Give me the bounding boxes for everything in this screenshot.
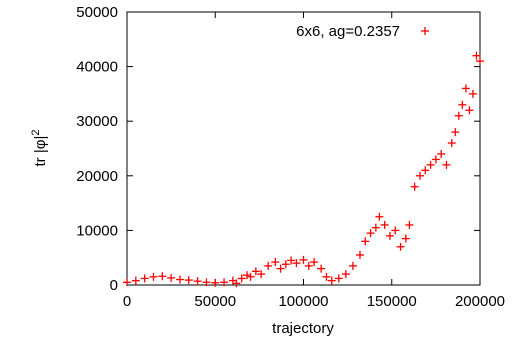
data-point [167, 273, 176, 282]
data-point [322, 272, 331, 281]
data-point [396, 242, 405, 251]
legend-label: 6x6, ag=0.2357 [296, 23, 400, 40]
data-point [232, 279, 241, 288]
data-point [410, 182, 419, 191]
legend-marker-symbol [421, 27, 429, 35]
y-tick-label: 30000 [76, 113, 118, 130]
x-tick-label: 200000 [455, 293, 505, 310]
data-point [271, 258, 280, 267]
data-point [476, 57, 484, 66]
x-axis-label: trajectory [272, 320, 334, 337]
data-point [292, 259, 301, 268]
data-point [468, 89, 477, 98]
data-point [131, 276, 140, 285]
y-axis-label: tr |φ|2 [30, 130, 49, 167]
data-point [257, 270, 266, 279]
x-tick-label: 0 [123, 293, 131, 310]
data-point [140, 274, 149, 283]
data-point [421, 166, 430, 175]
data-point [401, 234, 410, 243]
y-tick-label: 40000 [76, 59, 118, 76]
data-point [380, 220, 389, 229]
y-tick-label: 50000 [76, 4, 118, 21]
legend-marker-plus [421, 27, 429, 35]
data-point [175, 275, 184, 284]
data-point [243, 271, 252, 280]
data-point [304, 261, 313, 270]
data-point [246, 272, 255, 281]
data-point [451, 128, 460, 137]
data-point [405, 220, 414, 229]
x-tick-label: 50000 [194, 293, 236, 310]
data-point [341, 270, 350, 279]
data-point [442, 160, 451, 169]
data-point [211, 278, 220, 287]
data-point [447, 139, 456, 148]
data-point [276, 264, 285, 273]
data-point [334, 274, 343, 283]
data-point [220, 278, 229, 287]
data-point [251, 267, 260, 276]
data-point [465, 106, 474, 115]
data-point [472, 51, 481, 60]
plot-frame [126, 11, 481, 286]
data-point [299, 255, 308, 264]
data-point [437, 149, 446, 158]
data-point [361, 237, 370, 246]
y-axis-label-superscript: 2 [30, 130, 42, 136]
data-point [348, 261, 357, 270]
data-point [391, 226, 400, 235]
data-point [317, 264, 326, 273]
data-point [375, 212, 384, 221]
data-point [287, 256, 296, 265]
data-point [281, 260, 290, 269]
data-point [327, 276, 336, 285]
data-point [149, 272, 158, 281]
data-point [193, 277, 202, 286]
data-point [454, 111, 463, 120]
data-point [385, 231, 394, 240]
data-point [431, 155, 440, 164]
data-point [371, 223, 380, 232]
data-point [415, 171, 424, 180]
y-tick-label: 0 [110, 277, 118, 294]
data-point [184, 276, 193, 285]
data-point [461, 84, 470, 93]
y-tick-label: 20000 [76, 168, 118, 185]
data-points [123, 51, 484, 288]
data-point [426, 160, 435, 169]
x-tick-label: 100000 [278, 293, 328, 310]
axis-ticks: 0 50000 100000 150000 200000 0 10000 20000 30000… [76, 4, 505, 310]
data-point [458, 100, 467, 109]
data-point [366, 229, 375, 238]
data-point [123, 278, 131, 287]
data-point [310, 258, 319, 267]
y-axis-label-base: tr |φ| [32, 136, 49, 167]
data-point [355, 250, 364, 259]
data-point [264, 261, 273, 270]
data-point [237, 274, 246, 283]
y-tick-label: 10000 [76, 222, 118, 239]
data-point [158, 272, 167, 281]
data-point [202, 278, 211, 287]
x-tick-label: 150000 [367, 293, 417, 310]
